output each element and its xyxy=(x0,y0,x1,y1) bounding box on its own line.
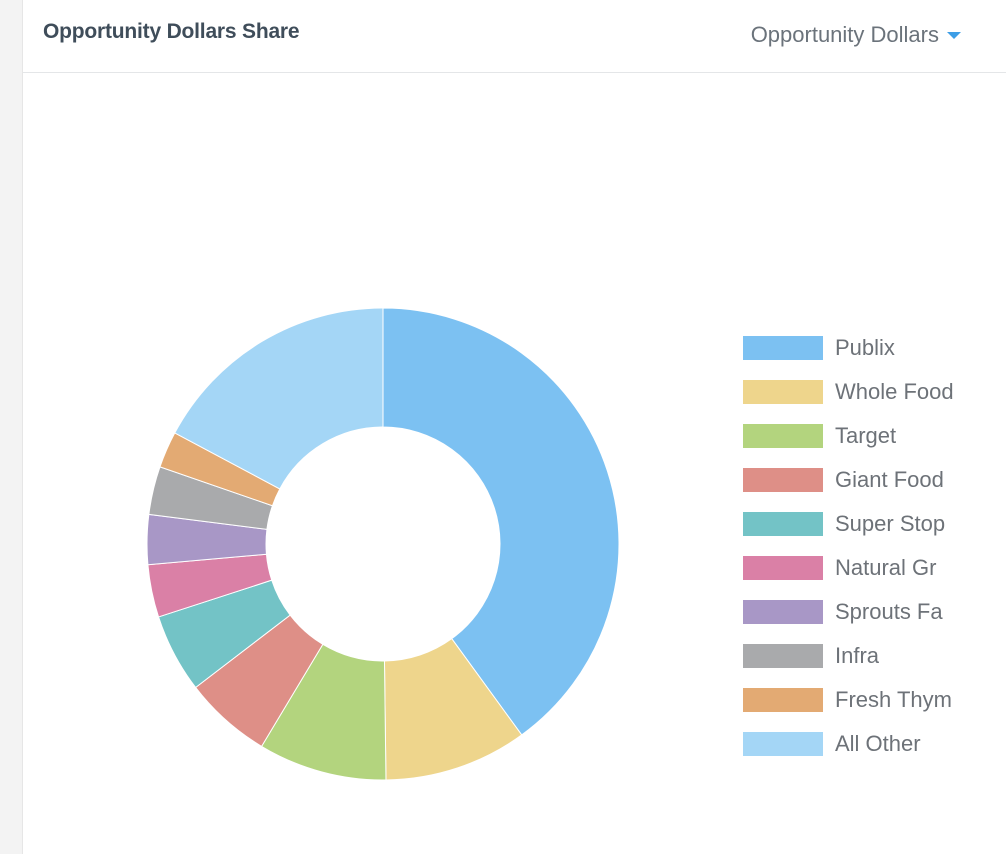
legend-label: Fresh Thym xyxy=(835,687,952,712)
legend-item-infra[interactable]: Infra xyxy=(743,634,954,678)
legend-item-super-stop[interactable]: Super Stop xyxy=(743,502,954,546)
legend-swatch xyxy=(743,732,823,756)
legend-label: Whole Food xyxy=(835,379,954,404)
legend-label: Natural Gr xyxy=(835,555,937,580)
legend-swatch xyxy=(743,556,823,580)
legend-swatch xyxy=(743,336,823,360)
legend-label: Infra xyxy=(835,643,880,668)
legend-swatch xyxy=(743,688,823,712)
legend-item-sprouts-fa[interactable]: Sprouts Fa xyxy=(743,590,954,634)
metric-dropdown[interactable]: Opportunity Dollars xyxy=(751,22,961,48)
legend-swatch xyxy=(743,600,823,624)
metric-dropdown-label: Opportunity Dollars xyxy=(750,22,939,47)
legend-swatch xyxy=(743,512,823,536)
card-title: Opportunity Dollars Share xyxy=(43,20,300,43)
legend-item-fresh-thym[interactable]: Fresh Thym xyxy=(743,678,954,722)
legend-label: Target xyxy=(835,423,897,448)
legend-swatch xyxy=(743,644,823,668)
opportunity-dollars-share-card: Opportunity Dollars Share Opportunity Do… xyxy=(22,0,1006,854)
caret-down-icon xyxy=(947,31,961,39)
legend-item-whole-food[interactable]: Whole Food xyxy=(743,370,954,414)
legend-item-target[interactable]: Target xyxy=(743,414,954,458)
legend-label: All Other xyxy=(835,731,921,756)
legend-swatch xyxy=(743,380,823,404)
legend-item-publix[interactable]: Publix xyxy=(743,326,954,370)
legend-item-all-other[interactable]: All Other xyxy=(743,722,954,766)
donut-chart xyxy=(146,307,620,781)
legend-label: Giant Food xyxy=(835,467,944,492)
chart-legend: Publix Whole Food Target Giant Food Super St… xyxy=(743,326,954,766)
legend-label: Publix xyxy=(835,335,895,360)
legend-label: Sprouts Fa xyxy=(835,599,943,624)
legend-item-natural-gr[interactable]: Natural Gr xyxy=(743,546,954,590)
legend-swatch xyxy=(743,424,823,448)
slice-all-other[interactable] xyxy=(174,307,384,490)
slice-publix[interactable] xyxy=(382,307,620,736)
card-header: Opportunity Dollars Share Opportunity Do… xyxy=(23,0,1006,73)
legend-swatch xyxy=(743,468,823,492)
donut-slices xyxy=(146,307,620,781)
legend-label: Super Stop xyxy=(835,511,946,536)
legend-item-giant-food[interactable]: Giant Food xyxy=(743,458,954,502)
